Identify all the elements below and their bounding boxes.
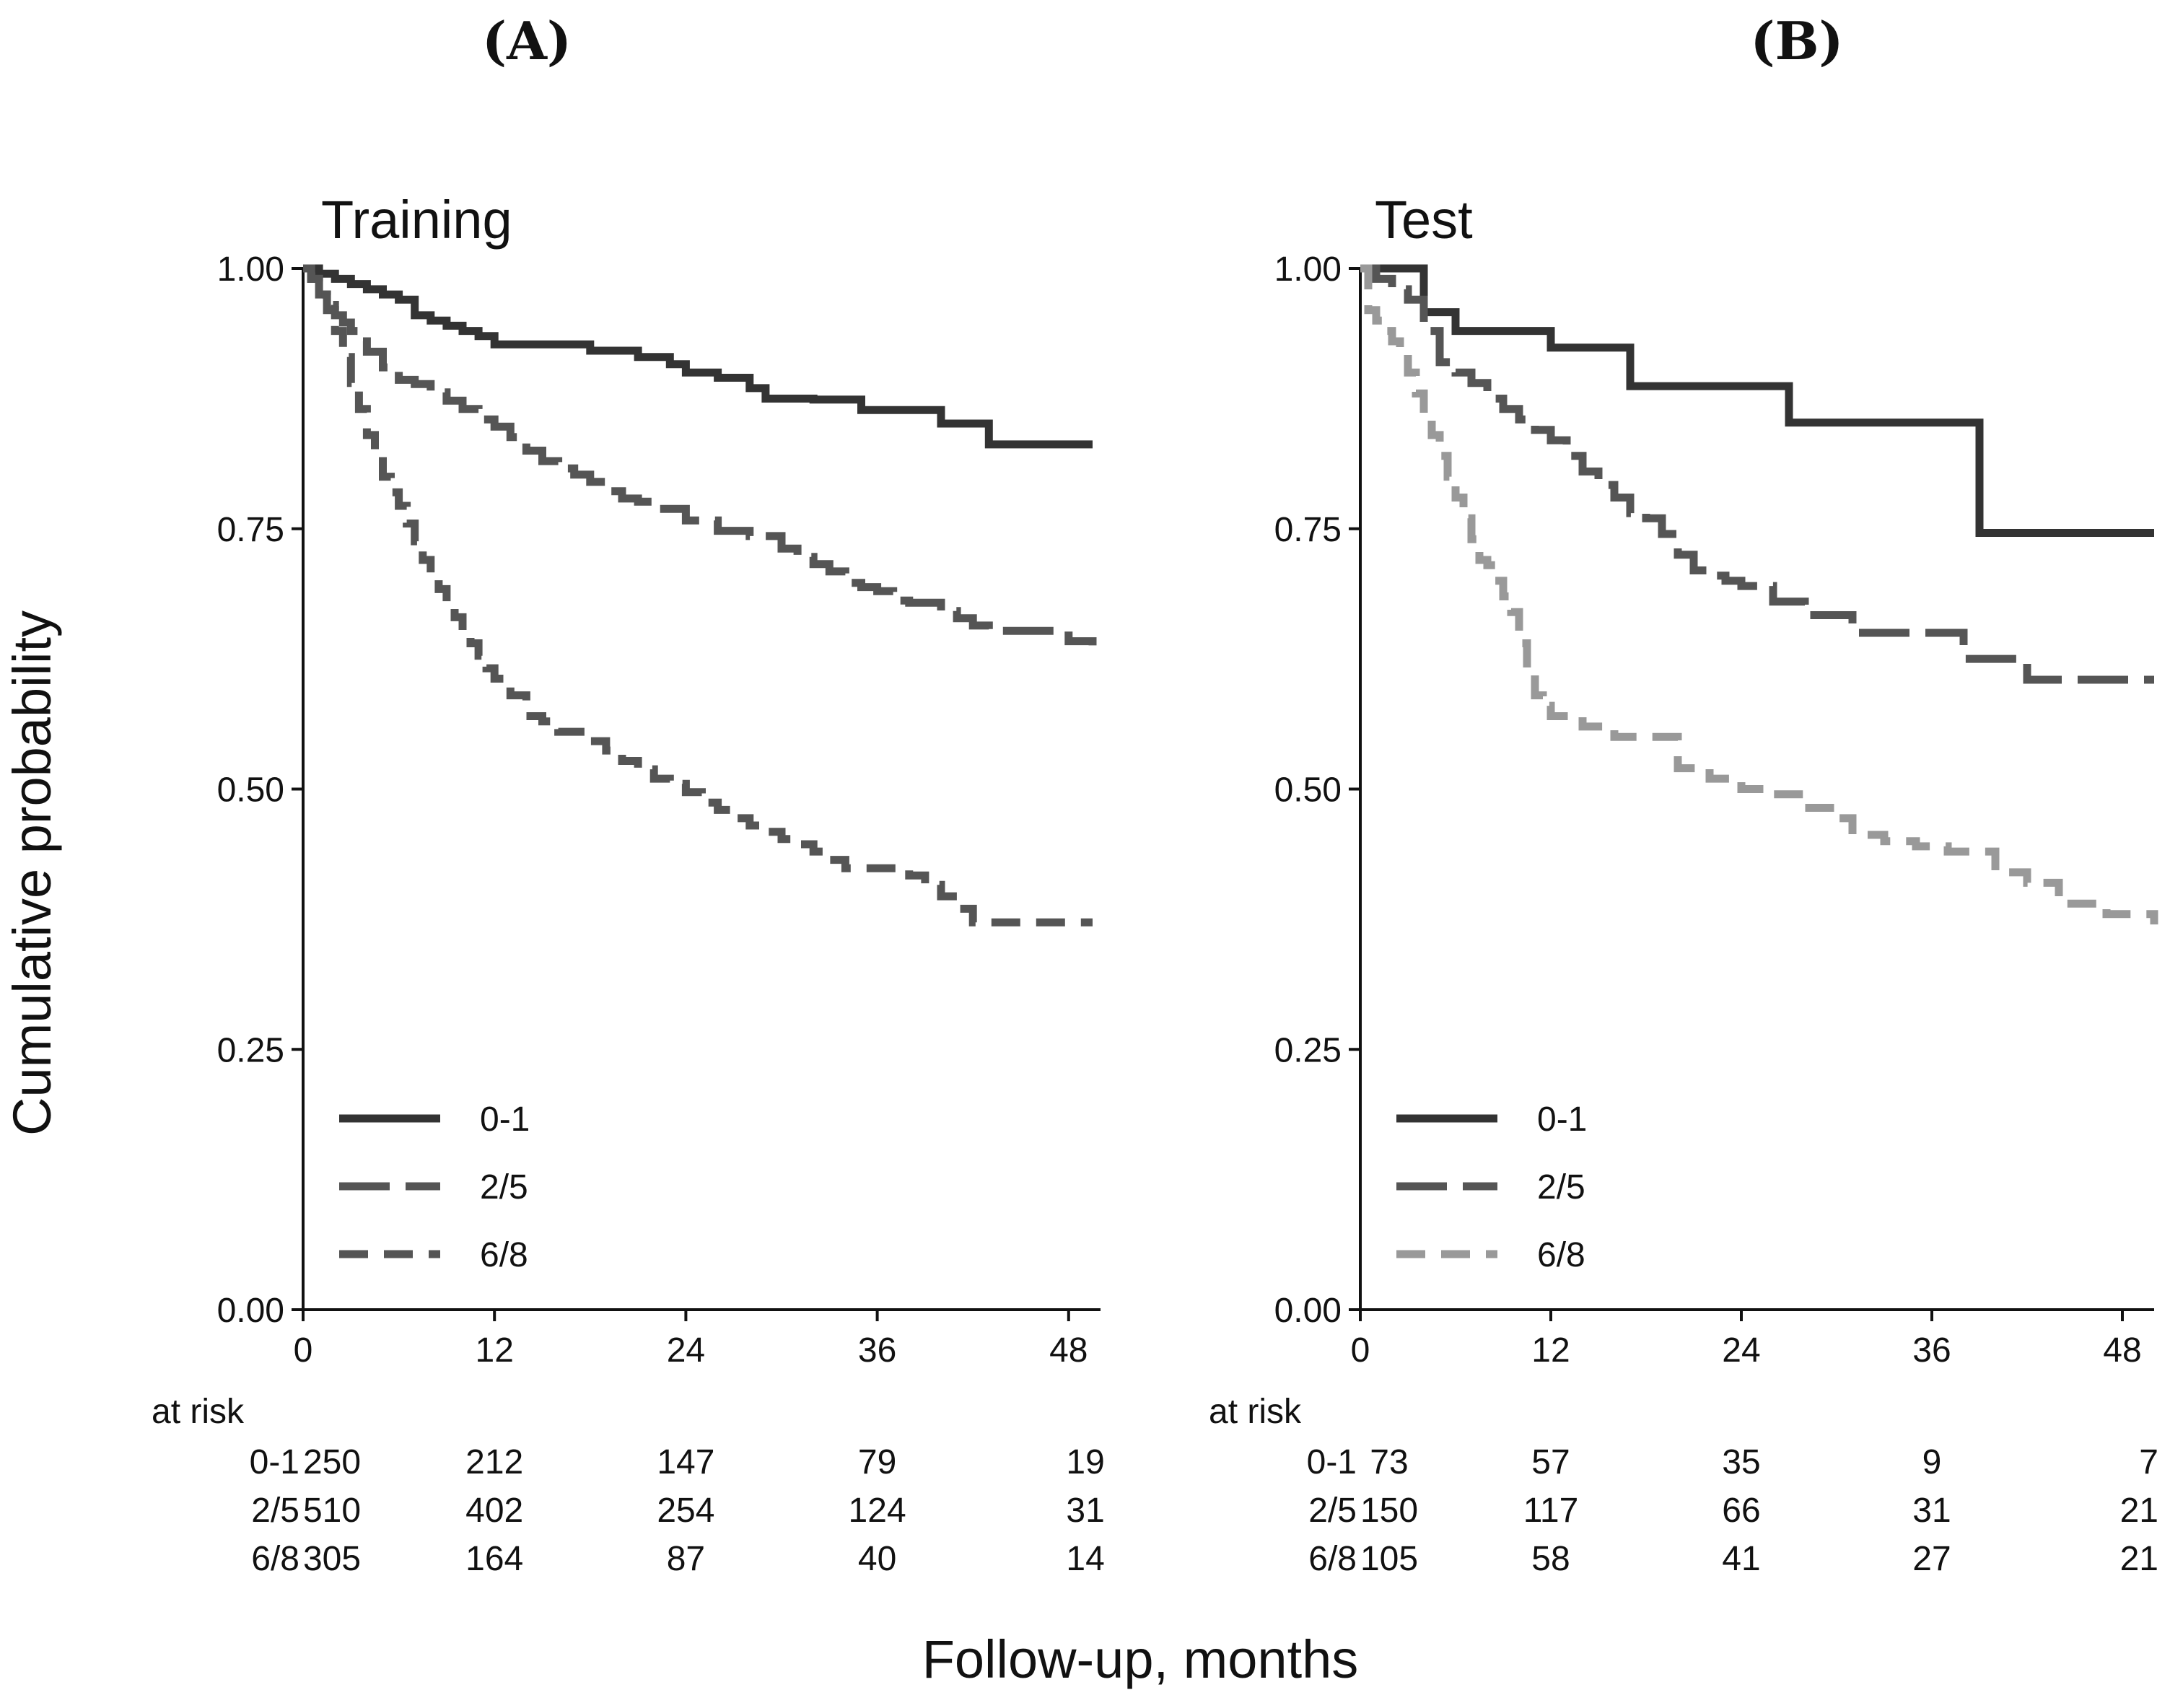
at-risk-value: 58 (1531, 1540, 1570, 1578)
at-risk-value: 73 (1370, 1443, 1408, 1481)
at-risk-row-label: 2/5 (251, 1492, 299, 1530)
at-risk-row-label: 0-1 (1307, 1443, 1357, 1481)
at-risk-value: 164 (465, 1540, 523, 1578)
y-tick-label: 0.50 (217, 771, 284, 810)
at-risk-value: 250 (303, 1443, 361, 1481)
at-risk-value: 147 (657, 1443, 714, 1481)
at-risk-value: 402 (465, 1492, 523, 1530)
at-risk-value: 87 (667, 1540, 705, 1578)
at-risk-value: 31 (1066, 1492, 1104, 1530)
y-axis-title: Cumulative probability (2, 610, 62, 1136)
at-risk-value: 27 (1912, 1540, 1951, 1578)
at-risk-header: at risk (152, 1393, 245, 1431)
x-tick-label: 48 (1049, 1331, 1088, 1370)
axes: 0.00 0.25 0.50 0.75 1.00 0 12 24 36 48 (1274, 250, 2154, 1370)
y-tick-label: 1.00 (1274, 250, 1342, 289)
panel-a-training: (A) Training 0.00 0.25 0.50 0.75 1.00 0 12 24 36… (152, 10, 1105, 1578)
at-risk-value: 212 (465, 1443, 523, 1481)
survival-curve-2-5 (1360, 264, 2154, 684)
survival-curve-0-1 (303, 264, 1093, 449)
y-tick-label: 0.00 (1274, 1292, 1342, 1330)
at-risk-row-label: 0-1 (250, 1443, 299, 1481)
at-risk-value: 9 (1922, 1443, 1942, 1481)
at-risk-value: 117 (1523, 1492, 1579, 1530)
y-tick-label: 0.25 (1274, 1031, 1342, 1069)
at-risk-value: 124 (849, 1492, 906, 1530)
at-risk-value: 305 (303, 1540, 361, 1578)
x-tick-label: 12 (476, 1331, 514, 1370)
panel-label: (A) (482, 10, 572, 71)
at-risk-value: 21 (2120, 1540, 2158, 1578)
survival-curves (1360, 264, 2158, 925)
x-tick-label: 24 (667, 1331, 705, 1370)
legend-label: 2/5 (480, 1168, 528, 1206)
panel-title: Test (1375, 190, 1473, 250)
at-risk-value: 57 (1531, 1443, 1570, 1481)
at-risk-value: 21 (2120, 1492, 2158, 1530)
survival-curve-0-1 (1360, 264, 2154, 537)
x-tick-label: 24 (1722, 1331, 1760, 1370)
at-risk-value: 510 (303, 1492, 361, 1530)
survival-curve-6-8 (1360, 264, 2158, 925)
x-tick-label: 12 (1531, 1331, 1570, 1370)
survival-curve-2-5 (303, 264, 1097, 646)
at-risk-value: 150 (1360, 1492, 1418, 1530)
at-risk-value: 66 (1722, 1492, 1760, 1530)
y-tick-label: 1.00 (217, 250, 284, 289)
legend-label: 0-1 (1537, 1100, 1587, 1139)
y-tick-label: 0.75 (217, 511, 284, 549)
survival-curves (303, 264, 1097, 927)
x-tick-label: 36 (858, 1331, 896, 1370)
at-risk-row-label: 2/5 (1308, 1492, 1357, 1530)
x-tick-label: 48 (2103, 1331, 2141, 1370)
at-risk-value: 254 (657, 1492, 714, 1530)
y-tick-label: 0.75 (1274, 511, 1342, 549)
y-tick-label: 0.50 (1274, 771, 1342, 810)
panel-title: Training (321, 190, 512, 250)
x-tick-label: 36 (1912, 1331, 1951, 1370)
x-tick-label: 0 (294, 1331, 313, 1370)
at-risk-value: 40 (858, 1540, 896, 1578)
at-risk-value: 79 (858, 1443, 896, 1481)
at-risk-value: 41 (1722, 1540, 1760, 1578)
panel-b-test: (B) Test 0.00 0.25 0.50 0.75 1.00 0 12 24 36 48 0… (1209, 10, 2158, 1578)
at-risk-value: 19 (1066, 1443, 1104, 1481)
legend-label: 0-1 (480, 1100, 530, 1139)
legend: 0-1 2/5 6/8 (1396, 1100, 1587, 1274)
at-risk-value: 105 (1360, 1540, 1418, 1578)
x-axis-title: Follow-up, months (922, 1629, 1359, 1689)
axes: 0.00 0.25 0.50 0.75 1.00 0 12 24 36 48 (217, 250, 1101, 1370)
x-tick-label: 0 (1351, 1331, 1370, 1370)
legend-label: 6/8 (480, 1236, 528, 1274)
legend-label: 2/5 (1537, 1168, 1585, 1206)
at-risk-header: at risk (1209, 1393, 1302, 1431)
legend-label: 6/8 (1537, 1236, 1585, 1274)
at-risk-value: 31 (1912, 1492, 1951, 1530)
legend: 0-1 2/5 6/8 (339, 1100, 530, 1274)
at-risk-value: 35 (1722, 1443, 1760, 1481)
panel-label: (B) (1751, 10, 1844, 71)
at-risk-value: 14 (1066, 1540, 1104, 1578)
at-risk-row-label: 6/8 (1308, 1540, 1357, 1578)
survival-curve-6-8 (303, 264, 1093, 927)
at-risk-row-label: 6/8 (251, 1540, 299, 1578)
y-tick-label: 0.00 (217, 1292, 284, 1330)
y-tick-label: 0.25 (217, 1031, 284, 1069)
at-risk-value: 7 (2139, 1443, 2158, 1481)
